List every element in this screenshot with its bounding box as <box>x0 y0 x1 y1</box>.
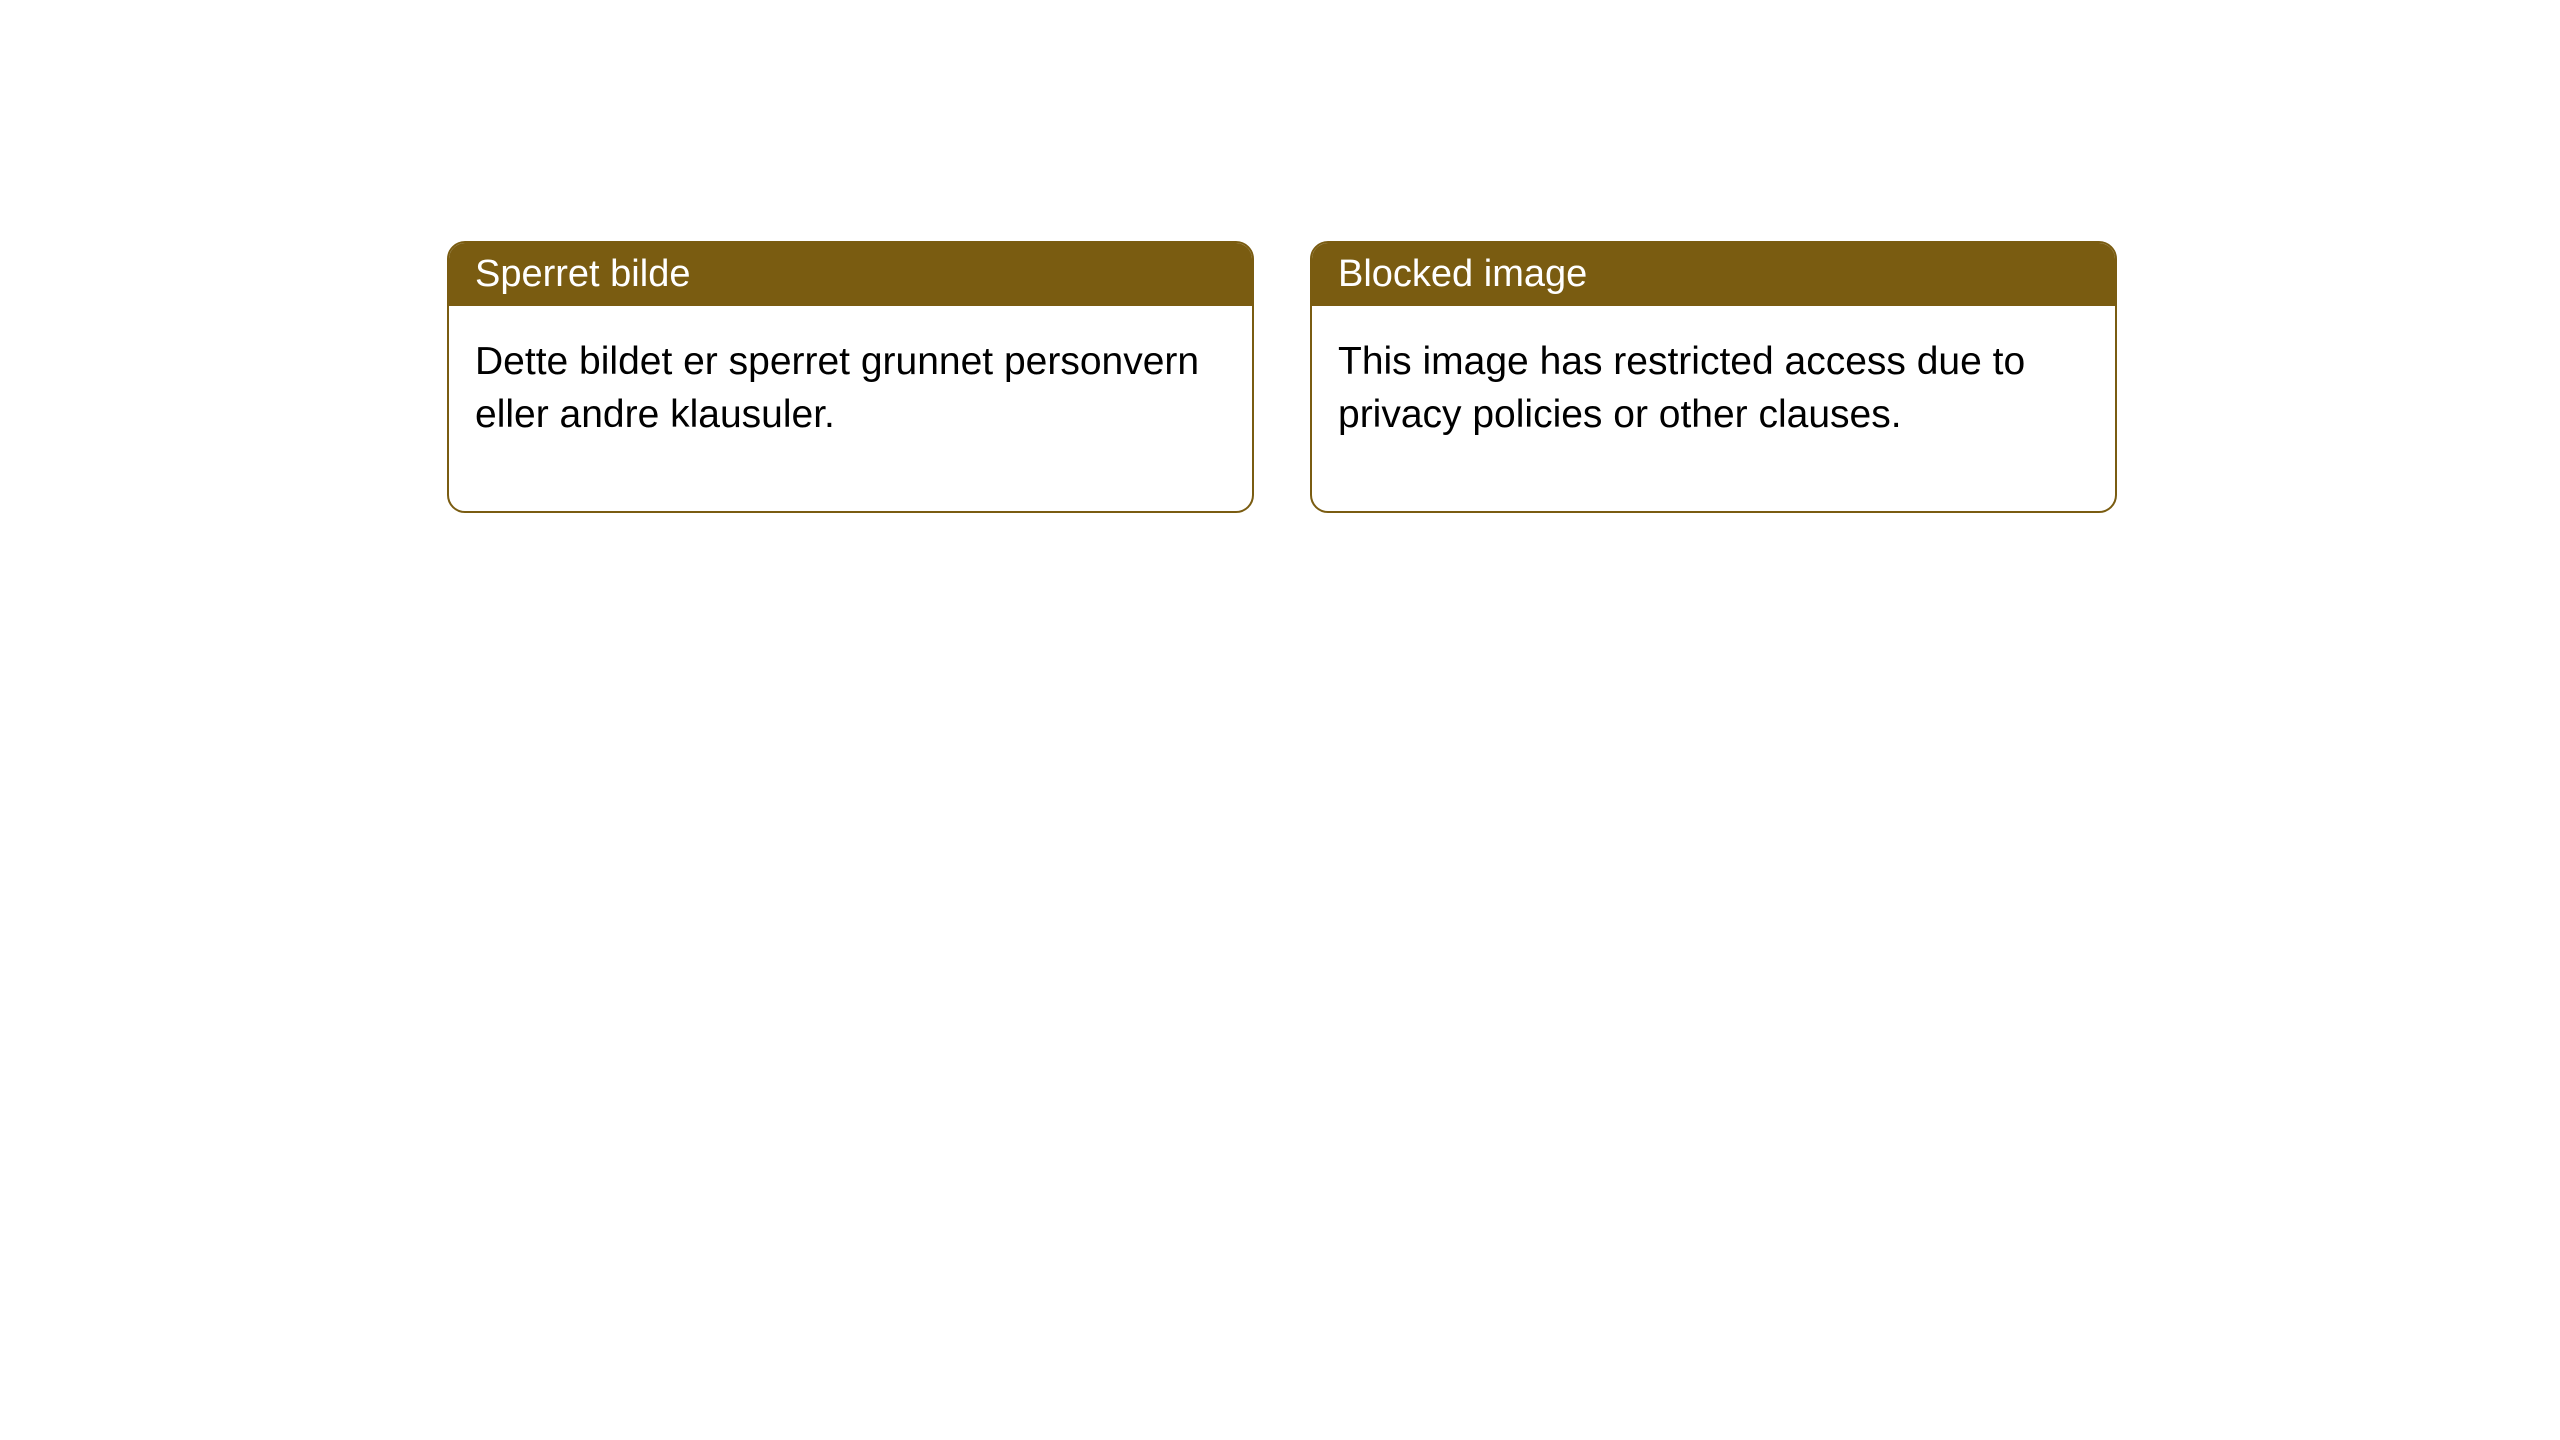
card-header: Sperret bilde <box>449 243 1252 306</box>
blocked-image-card-english: Blocked image This image has restricted … <box>1310 241 2117 513</box>
card-title: Sperret bilde <box>475 253 690 295</box>
card-title: Blocked image <box>1338 253 1587 295</box>
card-body: Dette bildet er sperret grunnet personve… <box>449 306 1252 511</box>
card-header: Blocked image <box>1312 243 2115 306</box>
card-body: This image has restricted access due to … <box>1312 306 2115 511</box>
blocked-image-card-norwegian: Sperret bilde Dette bildet er sperret gr… <box>447 241 1254 513</box>
notice-container: Sperret bilde Dette bildet er sperret gr… <box>0 0 2560 513</box>
card-body-text: This image has restricted access due to … <box>1338 340 2025 436</box>
card-body-text: Dette bildet er sperret grunnet personve… <box>475 340 1199 436</box>
